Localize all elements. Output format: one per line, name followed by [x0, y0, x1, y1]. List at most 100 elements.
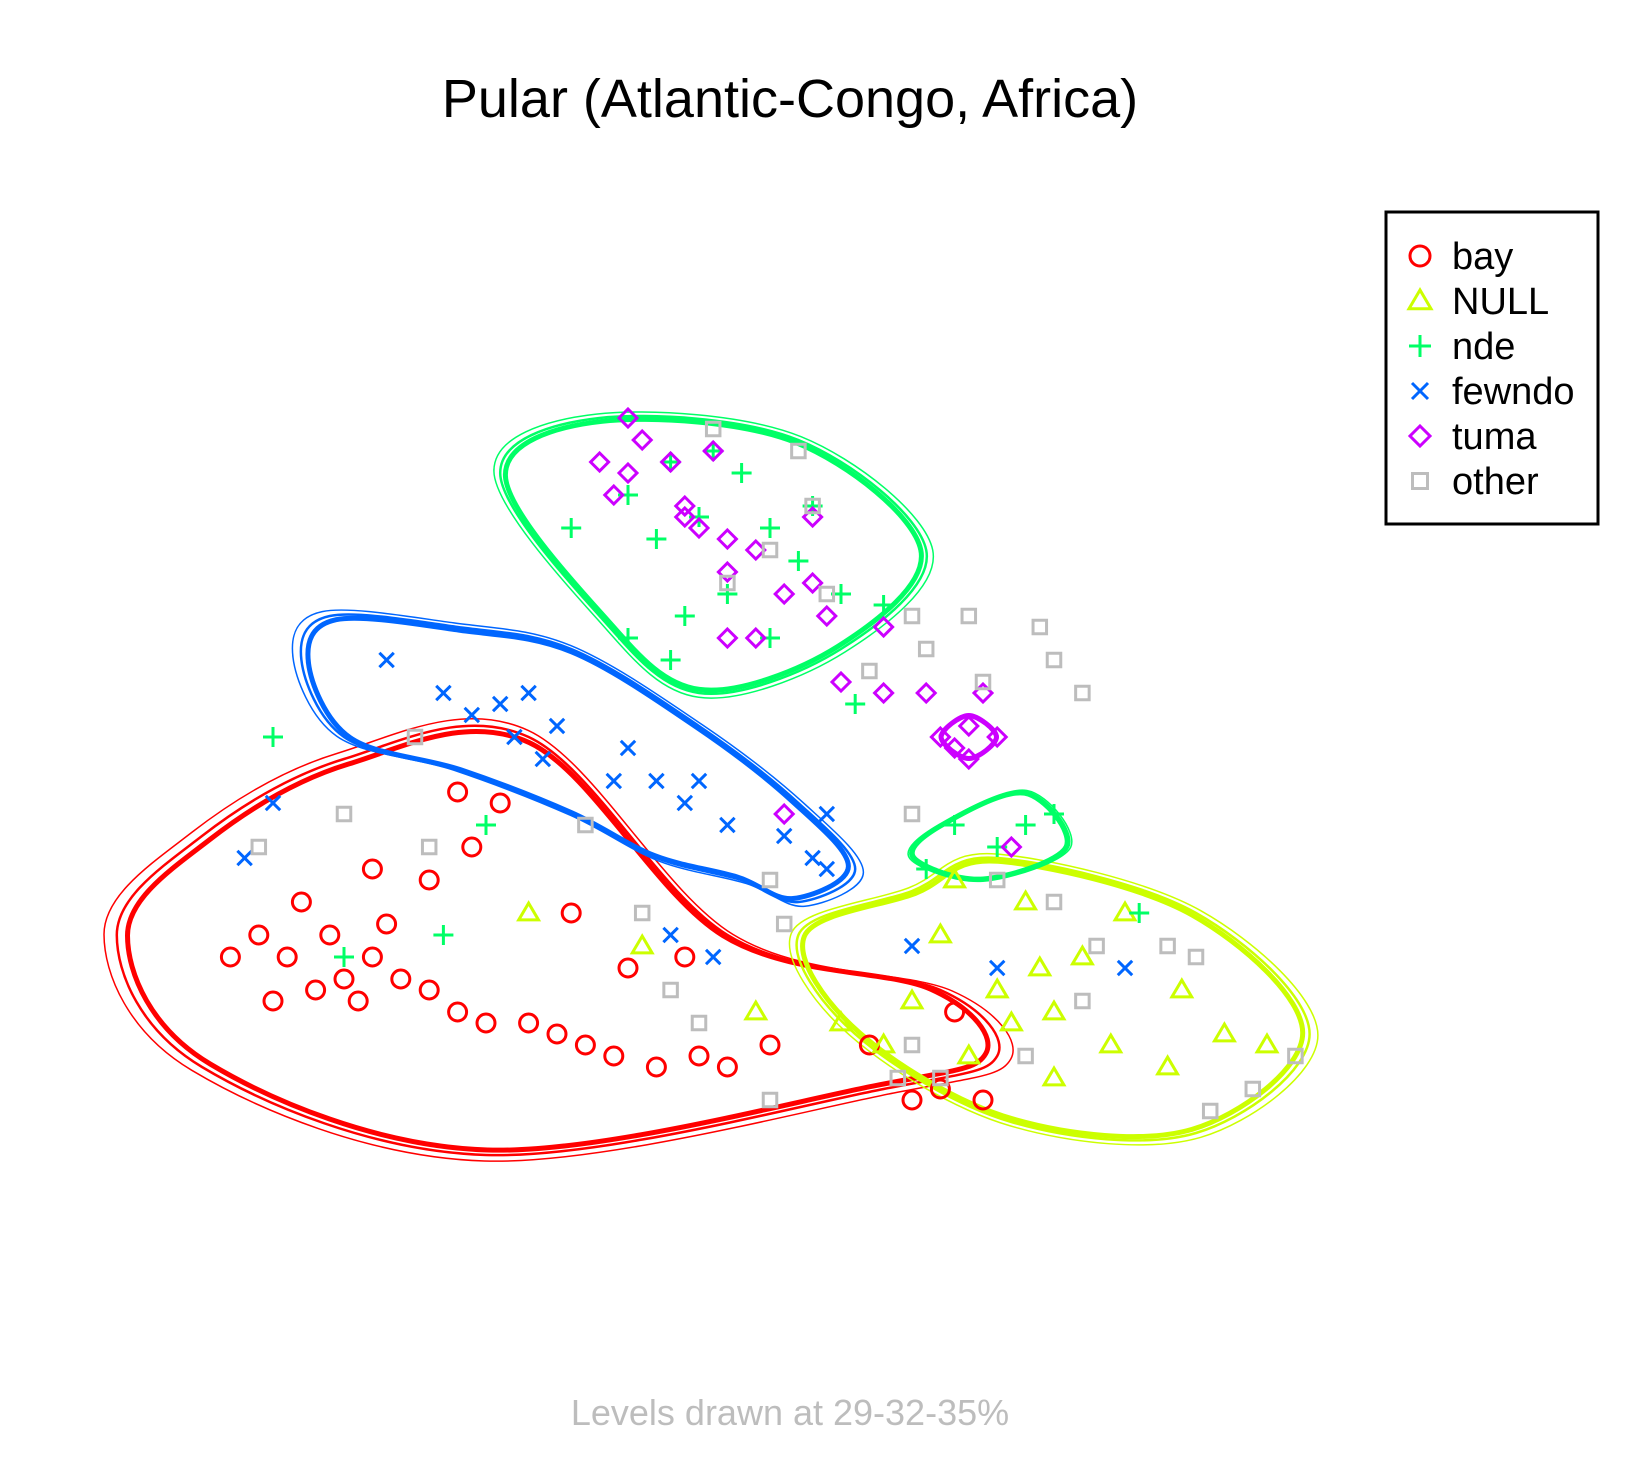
point-null: [629, 933, 655, 955]
contour-nde-1-level-35: [909, 790, 1070, 882]
point-bay: [546, 1023, 568, 1045]
legend-label-null: NULL: [1452, 281, 1549, 323]
contour-tuma-0-level-35: [938, 712, 1000, 762]
point-tuma: [588, 450, 611, 474]
point-bay: [361, 946, 383, 968]
point-tuma: [915, 681, 938, 705]
point-fewndo: [690, 772, 708, 790]
point-null: [871, 1032, 897, 1054]
point-other: [1244, 1080, 1262, 1098]
point-fewndo: [619, 739, 637, 757]
point-fewndo: [463, 706, 481, 724]
point-bay: [361, 858, 383, 880]
point-tuma: [986, 725, 1009, 749]
legend-label-other: other: [1452, 461, 1539, 503]
point-tuma: [957, 747, 980, 771]
point-other: [1287, 1047, 1304, 1065]
point-tuma: [872, 615, 895, 639]
point-bay: [972, 1089, 994, 1111]
point-bay: [688, 1045, 710, 1067]
point-other: [988, 871, 1006, 889]
point-tuma: [773, 582, 796, 606]
point-nde: [873, 595, 894, 615]
point-null: [1254, 1032, 1280, 1054]
point-tuma: [929, 725, 952, 749]
point-fewndo: [605, 772, 623, 790]
point-nde: [845, 694, 866, 714]
point-other: [1074, 992, 1091, 1010]
point-nde: [263, 727, 283, 747]
point-tuma: [673, 505, 696, 529]
point-other: [932, 1069, 949, 1087]
point-nde: [731, 463, 752, 483]
point-null: [899, 988, 925, 1010]
point-null: [984, 977, 1010, 999]
point-tuma: [716, 527, 739, 551]
point-tuma: [1000, 835, 1023, 859]
point-tuma: [801, 571, 824, 595]
point-other: [633, 904, 651, 922]
point-bay: [376, 913, 398, 935]
point-null: [1098, 1032, 1124, 1054]
point-nde: [476, 815, 496, 835]
point-nde: [561, 518, 582, 538]
point-other: [1045, 651, 1063, 669]
point-other: [960, 607, 978, 625]
point-tuma: [687, 516, 711, 540]
point-fewndo: [548, 717, 566, 735]
point-tuma: [744, 626, 767, 650]
points-layer: [219, 406, 1304, 1120]
point-other: [704, 420, 722, 438]
point-bay: [290, 891, 312, 913]
point-other: [1201, 1102, 1219, 1120]
legend-marker-bay: [1408, 244, 1432, 268]
point-tuma: [673, 494, 696, 518]
chart-caption: Levels drawn at 29-32-35%: [571, 1392, 1009, 1433]
point-nde: [944, 815, 965, 835]
contour-bay-0-level-29: [103, 717, 1014, 1162]
point-tuma: [773, 802, 796, 826]
point-null: [516, 900, 542, 922]
legend-marker-nde: [1409, 335, 1431, 357]
point-other: [974, 673, 992, 691]
point-fewndo: [520, 684, 537, 702]
point-bay: [944, 1001, 966, 1023]
point-other: [406, 728, 424, 746]
point-null: [1169, 977, 1195, 999]
point-other: [250, 838, 268, 856]
legend-marker-other: [1411, 472, 1429, 490]
point-other: [1031, 618, 1049, 636]
point-tuma: [943, 736, 966, 760]
contour-bay-0-level-32: [115, 724, 1001, 1157]
point-other: [775, 915, 793, 933]
point-other: [917, 640, 935, 658]
point-fewndo: [435, 684, 452, 702]
point-other: [1159, 937, 1176, 955]
point-fewndo: [236, 849, 253, 867]
point-other: [790, 442, 807, 460]
point-other: [1045, 893, 1063, 911]
point-nde: [618, 628, 638, 648]
legend-marker-tuma: [1407, 423, 1433, 449]
point-nde: [1129, 903, 1150, 923]
point-null: [743, 999, 769, 1021]
point-bay: [219, 946, 241, 968]
point-null: [1211, 1021, 1237, 1043]
point-null: [956, 1043, 982, 1065]
point-tuma: [659, 450, 682, 474]
point-fewndo: [506, 728, 523, 746]
chart-title: Pular (Atlantic-Congo, Africa): [442, 69, 1138, 129]
point-fewndo: [662, 926, 679, 944]
point-tuma: [716, 560, 739, 584]
point-other: [662, 981, 679, 999]
contour-nde-0-level-32: [498, 414, 929, 695]
point-nde: [916, 859, 937, 879]
point-nde: [646, 529, 667, 549]
point-other: [889, 1069, 907, 1087]
point-bay: [461, 836, 483, 858]
point-bay: [390, 968, 412, 990]
point-bay: [929, 1078, 951, 1100]
point-null: [1041, 999, 1067, 1021]
